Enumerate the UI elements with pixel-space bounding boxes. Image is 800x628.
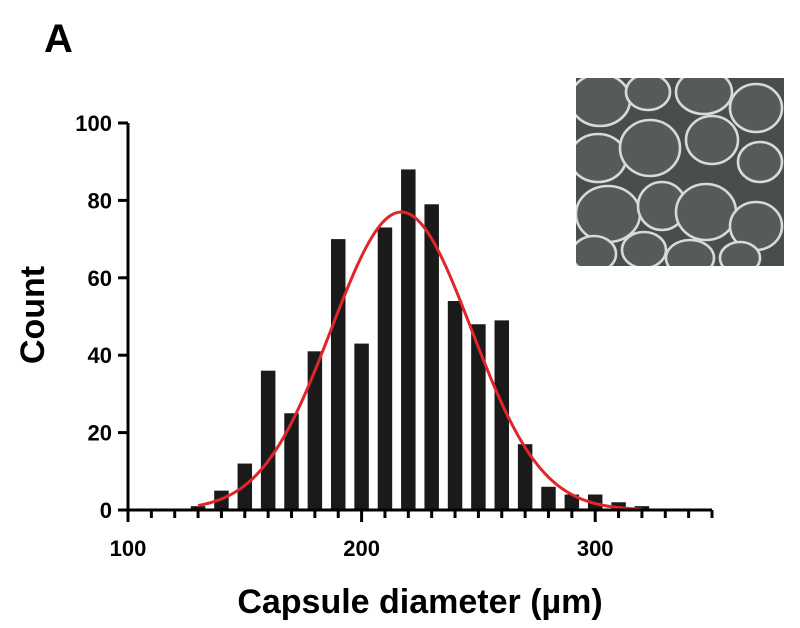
histogram-bar xyxy=(424,204,439,510)
capsule-outline xyxy=(718,240,762,266)
histogram-bar xyxy=(330,239,346,510)
x-tick-label: 200 xyxy=(343,536,380,561)
capsule-outline xyxy=(618,118,682,178)
y-axis-title: Count xyxy=(14,266,52,364)
histogram-chart: 0 20 40 60 80 100 100 200 300 xyxy=(75,111,714,561)
y-tick-label: 40 xyxy=(88,343,112,368)
capsule-outline xyxy=(674,182,738,242)
x-axis-ticks: 100 200 300 xyxy=(110,510,714,561)
capsule-outline xyxy=(576,234,618,266)
histogram-bar xyxy=(307,351,323,510)
y-axis-ticks: 0 20 40 60 80 100 xyxy=(75,111,128,523)
micrograph-inset-image xyxy=(576,78,784,266)
y-tick-label: 100 xyxy=(75,111,112,136)
histogram-bar xyxy=(517,444,533,510)
capsule-outline xyxy=(576,184,642,244)
x-tick-label: 100 xyxy=(110,536,147,561)
histogram-bar xyxy=(190,506,206,510)
panel-label: A xyxy=(44,17,73,61)
histogram-bar xyxy=(494,320,510,510)
histogram-bar xyxy=(401,169,416,510)
histogram-bar xyxy=(564,494,580,510)
capsule-outline xyxy=(576,78,632,128)
y-tick-label: 0 xyxy=(100,498,112,523)
histogram-bar xyxy=(284,413,299,510)
histogram-bar xyxy=(541,486,556,510)
capsule-outline xyxy=(728,82,784,134)
y-tick-label: 60 xyxy=(88,266,112,291)
capsule-outline xyxy=(664,238,716,266)
histogram-bars xyxy=(190,169,650,511)
capsule-outline xyxy=(624,78,672,112)
capsule-outline xyxy=(736,140,784,184)
capsule-outline xyxy=(576,132,628,184)
gaussian-fit-curve xyxy=(197,210,642,511)
x-axis-title: Capsule diameter (µm) xyxy=(237,583,602,621)
histogram-bar xyxy=(354,343,369,510)
histogram-bar xyxy=(377,227,393,511)
capsule-outline xyxy=(674,78,734,116)
x-tick-label: 300 xyxy=(577,536,614,561)
histogram-bar xyxy=(447,301,463,510)
capsule-outline xyxy=(620,230,668,266)
y-tick-label: 80 xyxy=(88,188,112,213)
histogram-bar xyxy=(471,324,486,510)
histogram-bar xyxy=(260,370,276,510)
capsule-outline xyxy=(684,114,740,166)
y-tick-label: 20 xyxy=(88,421,112,446)
